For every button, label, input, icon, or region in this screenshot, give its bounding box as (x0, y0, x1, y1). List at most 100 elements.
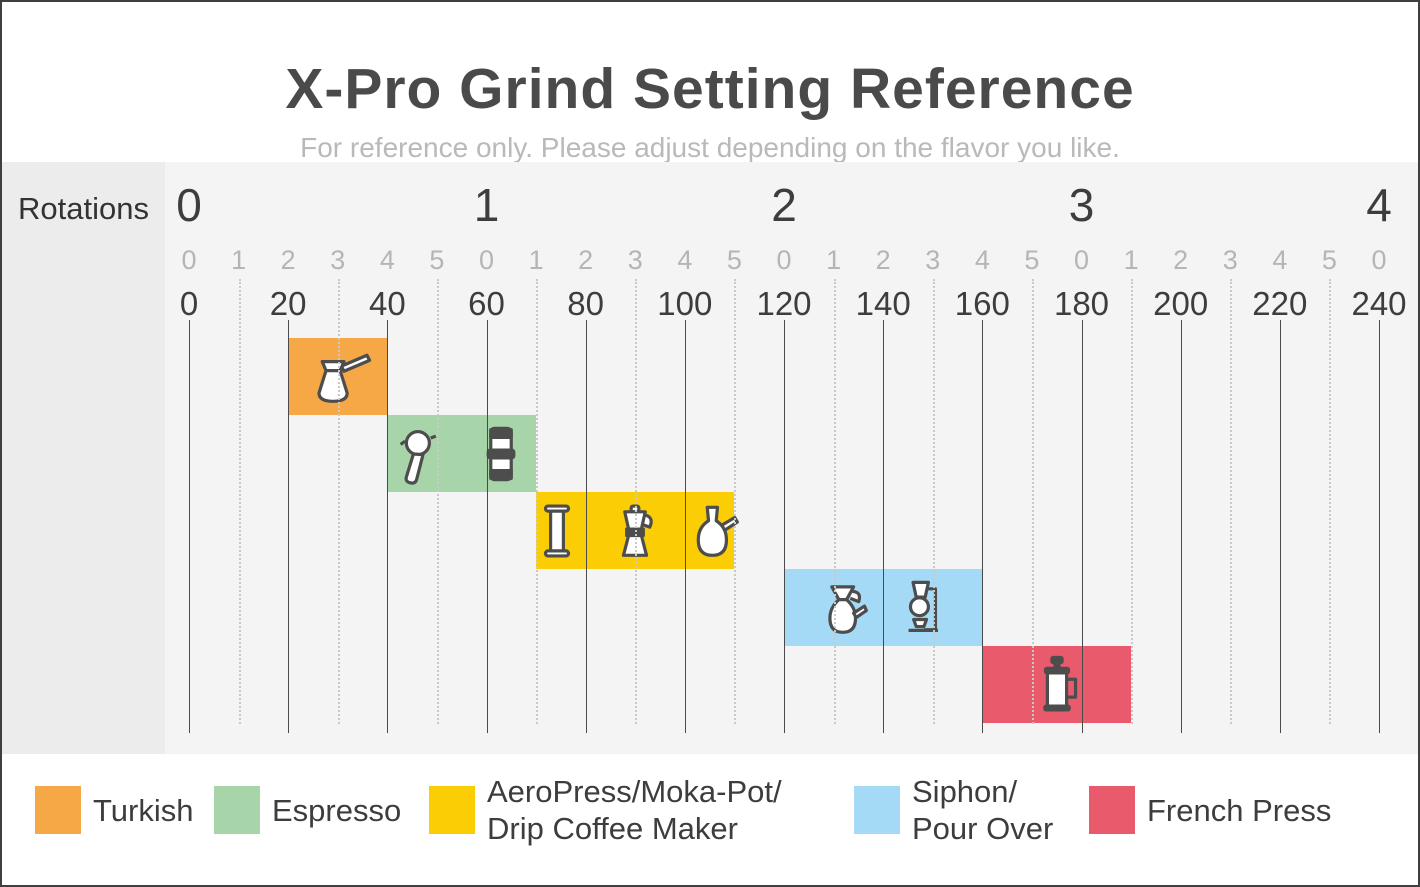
sub-rotation-tick-label: 1 (528, 245, 544, 275)
legend-item-turkish: Turkish (35, 772, 193, 848)
sub-rotation-tick-label: 3 (330, 245, 346, 275)
click-tick-label: 20 (269, 285, 307, 322)
gridline-dotted (635, 279, 638, 724)
legend: Turkish Espresso AeroPress/Moka-Pot/Drip C… (2, 754, 1418, 885)
sub-rotation-tick-label: 4 (974, 245, 990, 275)
rotations-sidebar (2, 162, 165, 754)
range-band-aeropress-moka-pot-drip-coffee-maker (536, 492, 740, 569)
sub-rotation-tick-label: 0 (776, 245, 792, 275)
gridline-solid (585, 320, 587, 733)
gridline-dotted (833, 279, 836, 724)
click-tick-label: 220 (1252, 285, 1308, 322)
gridline-dotted (1131, 279, 1134, 724)
legend-swatch (214, 786, 260, 834)
sub-rotation-tick-label: 0 (1073, 245, 1090, 275)
legend-swatch (35, 786, 81, 834)
sub-rotation-tick-label: 5 (726, 245, 742, 275)
legend-label: Espresso (272, 792, 401, 829)
click-tick-label: 240 (1351, 285, 1407, 322)
sub-rotation-tick-label: 1 (1123, 245, 1139, 275)
lever-espresso-icon (469, 422, 533, 486)
legend-label: Siphon/Pour Over (912, 773, 1053, 847)
sub-rotation-tick-label: 5 (1024, 245, 1040, 275)
sub-rotation-tick-label: 2 (875, 245, 891, 275)
legend-label: French Press (1147, 792, 1331, 829)
portafilter-icon (391, 422, 455, 486)
gridline-dotted (1230, 279, 1233, 724)
gridline-solid (486, 320, 488, 733)
legend-item-aeropress-moka-pot: AeroPress/Moka-Pot/Drip Coffee Maker (429, 772, 782, 848)
sub-rotation-tick-label: 2 (578, 245, 594, 275)
rotation-tick-label: 3 (1068, 179, 1095, 231)
legend-item-espresso: Espresso (214, 772, 401, 848)
sub-rotation-tick-label: 0 (1371, 245, 1387, 275)
sub-rotation-tick-label: 3 (925, 245, 941, 275)
sub-rotation-tick-label: 2 (1173, 245, 1189, 275)
legend-label-line: Turkish (93, 792, 194, 828)
click-tick-label: 60 (468, 285, 505, 322)
gridline-solid (288, 320, 290, 733)
page-subtitle: For reference only. Please adjust depend… (300, 132, 1120, 163)
legend-item-siphon: Siphon/Pour Over (854, 772, 1053, 848)
rotation-tick-label: 1 (473, 179, 500, 231)
sub-rotation-tick-label: 1 (231, 245, 247, 275)
gridline-solid (1279, 320, 1281, 733)
legend-label: AeroPress/Moka-Pot/Drip Coffee Maker (487, 773, 782, 847)
plot-background (165, 162, 1418, 754)
range-band-turkish (288, 338, 388, 415)
gridline-dotted (932, 279, 935, 724)
click-tick-label: 120 (756, 285, 812, 322)
rotations-axis-label: Rotations (18, 191, 149, 226)
sub-rotation-tick-label: 5 (1321, 245, 1337, 275)
rotation-tick-label: 4 (1366, 179, 1392, 231)
gridline-dotted (1031, 279, 1034, 724)
siphon-icon (890, 576, 954, 640)
gridline-dotted (238, 279, 241, 724)
click-tick-label: 80 (567, 285, 605, 322)
gridline-solid (1180, 320, 1182, 733)
pour-over-icon (812, 576, 876, 640)
legend-label-line: French Press (1147, 792, 1332, 828)
sub-rotation-tick-label: 4 (1272, 245, 1288, 275)
rotation-tick-label: 2 (771, 179, 797, 231)
legend-label-line: Drip Coffee Maker (487, 811, 738, 846)
sub-rotation-tick-label: 5 (429, 245, 445, 275)
aeropress-icon (525, 499, 589, 563)
legend-label-line: Espresso (272, 792, 402, 828)
gridline-dotted (436, 279, 439, 724)
legend-swatch (1089, 786, 1135, 834)
legend-label-line: Siphon/ (912, 774, 1018, 809)
gridline-solid (1379, 320, 1380, 733)
gridline-dotted (734, 279, 737, 724)
gridline-solid (1081, 320, 1083, 733)
click-tick-label: 40 (368, 285, 406, 322)
rotation-tick-label: 0 (176, 179, 202, 231)
gridline-dotted (536, 279, 539, 724)
legend-label-line: AeroPress/Moka-Pot/ (487, 774, 782, 809)
sub-rotation-tick-label: 2 (280, 245, 296, 275)
click-tick-label: 180 (1053, 285, 1110, 322)
gridline-solid (684, 320, 686, 733)
legend-item-french-press: French Press (1089, 772, 1331, 848)
sub-rotation-tick-label: 0 (478, 245, 495, 275)
gridline-dotted (1329, 279, 1332, 724)
french-press-icon (1025, 653, 1089, 717)
click-tick-label: 140 (855, 285, 911, 322)
legend-label-line: Pour Over (912, 811, 1054, 846)
sub-rotation-tick-label: 4 (379, 245, 395, 275)
legend-swatch (429, 786, 475, 834)
drip-carafe-icon (681, 499, 745, 563)
gridline-dotted (337, 279, 340, 724)
sub-rotation-tick-label: 3 (1222, 245, 1238, 275)
range-band-french-press (982, 646, 1132, 723)
sub-rotation-tick-label: 3 (627, 245, 643, 275)
click-tick-label: 100 (657, 285, 713, 322)
sub-rotation-tick-label: 0 (181, 245, 197, 275)
legend-swatch (854, 786, 900, 834)
gridline-solid (982, 320, 984, 733)
gridline-solid (387, 320, 389, 733)
click-tick-label: 0 (179, 285, 199, 322)
range-band-espresso (387, 415, 537, 492)
sub-rotation-tick-label: 4 (677, 245, 693, 275)
